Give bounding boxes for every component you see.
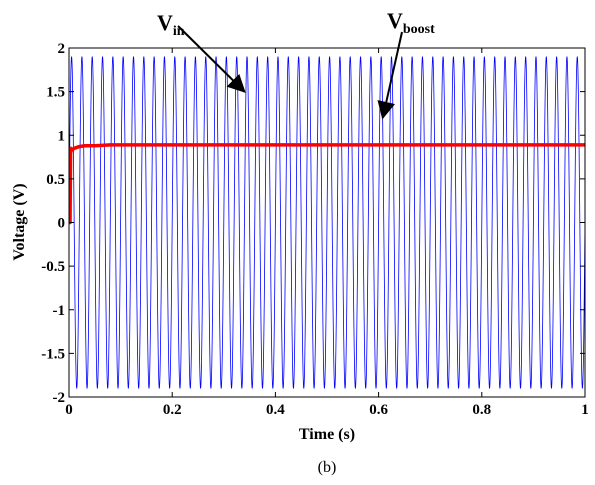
x-tick-label: 0.6: [369, 402, 388, 418]
x-tick-label: 0.2: [163, 402, 182, 418]
series-line-vboost: [69, 143, 585, 225]
x-tick-label: 1: [581, 402, 589, 418]
x-axis-label: Time (s): [299, 426, 355, 443]
y-tick-label: -0.5: [41, 259, 65, 275]
series-line-vin: [69, 56, 585, 389]
y-tick-label: 0.5: [46, 172, 65, 188]
annotation-arrow: [377, 31, 403, 120]
annotation-label-in: Vin: [157, 10, 185, 39]
annotation-label-boost: Vboost: [387, 8, 435, 37]
y-tick-label: -2: [53, 390, 66, 406]
annotation-sub: in: [173, 24, 185, 39]
y-tick-label: 0: [58, 216, 66, 232]
x-tick-label: 0.4: [266, 402, 285, 418]
annotation-arrow: [177, 25, 246, 93]
y-tick-label: -1: [53, 303, 66, 319]
x-tick-label: 0: [65, 402, 73, 418]
y-tick-label: 1.5: [46, 85, 65, 101]
annotation-sub: boost: [403, 22, 435, 37]
y-tick-label: -1.5: [41, 346, 65, 362]
y-axis-label: Voltage (V): [11, 183, 28, 260]
y-tick-label: 1: [58, 128, 66, 144]
x-tick-label: 0.8: [472, 402, 491, 418]
y-tick-label: 2: [58, 41, 66, 57]
annotation-main: V: [157, 10, 173, 35]
annotation-main: V: [387, 8, 403, 33]
figure-caption: (b): [318, 459, 337, 476]
